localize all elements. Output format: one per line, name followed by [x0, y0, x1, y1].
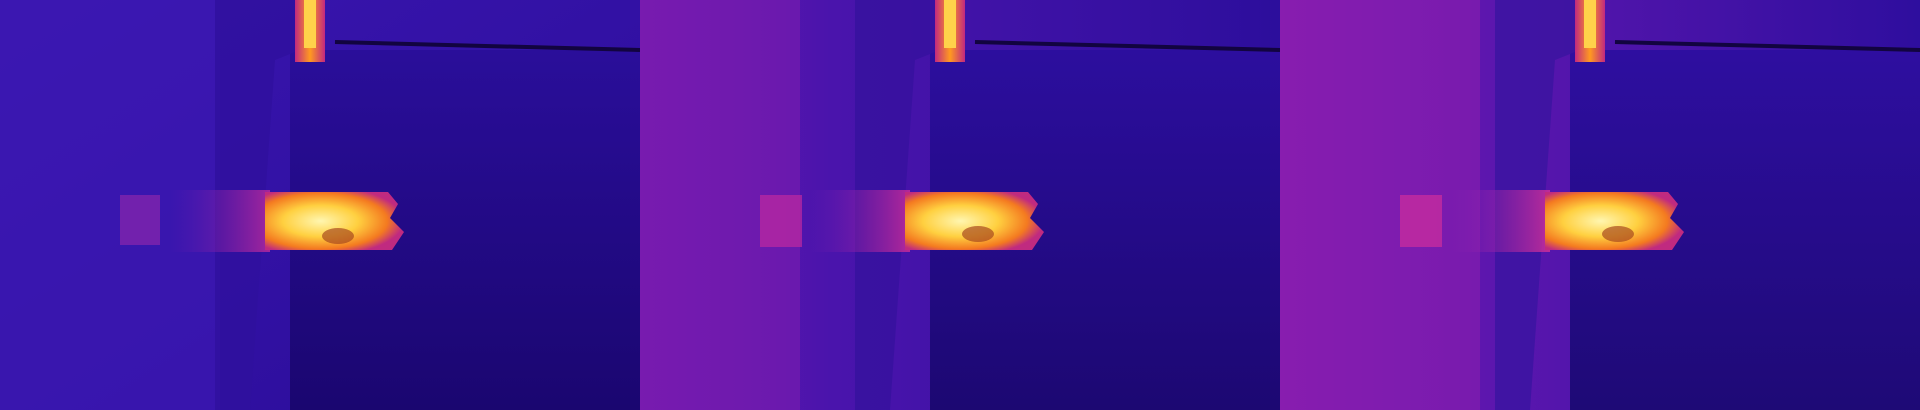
thermal-frame-3-graphic [1280, 0, 1920, 410]
top-edge-line [1614, 40, 1920, 52]
faint-warm-spot [120, 195, 160, 245]
top-edge-line [974, 40, 1280, 52]
heat-glow [1450, 190, 1550, 252]
top-edge-line [334, 40, 640, 52]
faint-warm-spot [1400, 195, 1442, 247]
faint-warm-spot [760, 195, 802, 247]
hot-object [265, 192, 404, 250]
thermal-frame-1 [0, 0, 640, 410]
thermal-frame-3 [1280, 0, 1920, 410]
heat-glow [170, 190, 270, 252]
warm-wall-area [1280, 0, 1480, 410]
heat-glow [810, 190, 910, 252]
hot-object [1545, 192, 1684, 250]
hot-object [905, 192, 1044, 250]
thermal-frame-1-graphic [0, 0, 640, 410]
thermal-frame-2 [640, 0, 1280, 410]
thermal-frame-2-graphic [640, 0, 1280, 410]
